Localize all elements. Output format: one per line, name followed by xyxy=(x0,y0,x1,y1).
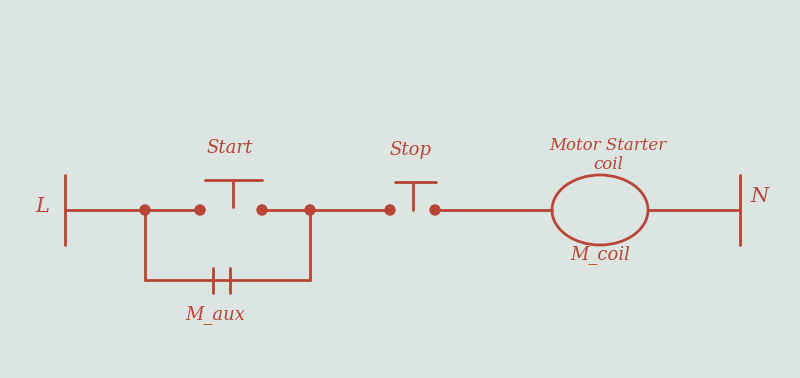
Text: M_coil: M_coil xyxy=(570,246,630,265)
Text: Motor Starter
coil: Motor Starter coil xyxy=(550,137,666,173)
Text: Start: Start xyxy=(207,139,253,157)
Circle shape xyxy=(385,205,395,215)
Text: N: N xyxy=(751,187,769,206)
Text: L: L xyxy=(35,197,49,217)
Circle shape xyxy=(195,205,205,215)
Text: M_aux: M_aux xyxy=(185,305,245,324)
Circle shape xyxy=(305,205,315,215)
Text: Stop: Stop xyxy=(389,141,431,159)
Circle shape xyxy=(257,205,267,215)
Circle shape xyxy=(140,205,150,215)
Circle shape xyxy=(430,205,440,215)
